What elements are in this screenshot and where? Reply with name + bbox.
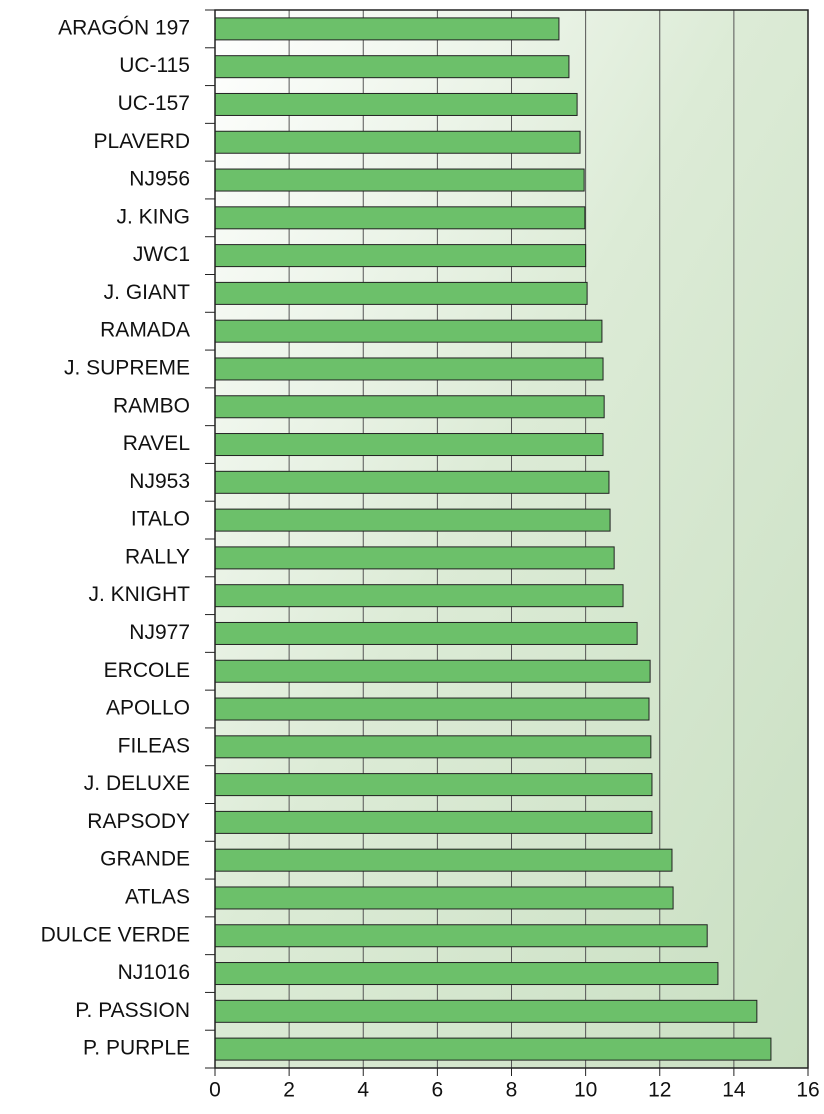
- plot-frame: [214, 9, 809, 1069]
- x-tick-label: 14: [722, 1079, 746, 1102]
- bar: [214, 244, 587, 268]
- y-tick-label: PLAVERD: [94, 130, 190, 153]
- y-tick-label: APOLLO: [106, 697, 190, 720]
- bar: [214, 697, 650, 721]
- x-tick-label: 12: [648, 1079, 671, 1102]
- bar: [214, 810, 653, 834]
- bar: [214, 773, 653, 797]
- bar: [214, 168, 585, 192]
- y-tick-label: UC-115: [119, 54, 190, 77]
- bar: [214, 659, 651, 683]
- y-tick-label: UC-157: [118, 92, 190, 115]
- bar: [214, 886, 674, 910]
- y-tick-label: RAMBO: [113, 394, 190, 417]
- y-tick-label: RALLY: [125, 545, 190, 568]
- y-tick-label: P. PASSION: [75, 999, 190, 1022]
- y-tick-label: RAVEL: [123, 432, 190, 455]
- y-tick-label: NJ1016: [118, 961, 190, 984]
- bar: [214, 206, 586, 230]
- y-tick-label: JWC1: [133, 243, 190, 266]
- bar: [214, 962, 719, 986]
- bar: [214, 508, 611, 532]
- x-tick-label: 16: [796, 1079, 819, 1102]
- y-tick-label: J. GIANT: [104, 281, 191, 304]
- bar: [214, 319, 603, 343]
- y-tick-label: NJ977: [129, 621, 190, 644]
- x-tick-label: 0: [209, 1079, 221, 1102]
- y-tick-label: ERCOLE: [104, 659, 190, 682]
- bar: [214, 395, 605, 419]
- bar: [214, 848, 673, 872]
- y-tick-label: J. KNIGHT: [88, 583, 190, 606]
- y-tick-label: FILEAS: [118, 734, 190, 757]
- bar: [214, 546, 615, 570]
- bar: [214, 924, 708, 948]
- y-tick-label: RAMADA: [100, 319, 190, 342]
- y-tick-label: P. PURPLE: [83, 1037, 190, 1060]
- y-tick-label: J. KING: [116, 205, 190, 228]
- y-tick-label: ARAGÓN 197: [58, 16, 190, 39]
- bar: [214, 357, 604, 381]
- bar: [214, 130, 581, 154]
- y-tick-label: NJ956: [129, 168, 190, 191]
- bar: [214, 735, 652, 759]
- y-tick-label: ATLAS: [125, 886, 190, 909]
- y-tick-label: ITALO: [131, 508, 190, 531]
- y-tick-label: NJ953: [129, 470, 190, 493]
- y-tick-label: J. DELUXE: [84, 772, 190, 795]
- bar: [214, 1037, 772, 1061]
- bar: [214, 999, 758, 1023]
- x-tick-label: 4: [357, 1079, 369, 1102]
- x-tick-label: 10: [574, 1079, 597, 1102]
- bar: [214, 55, 570, 79]
- x-tick-label: 6: [432, 1079, 444, 1102]
- y-tick-label: DULCE VERDE: [41, 923, 190, 946]
- bar: [214, 470, 610, 494]
- bar: [214, 281, 588, 305]
- x-tick-label: 8: [506, 1079, 518, 1102]
- bar: [214, 621, 638, 645]
- y-tick-label: J. SUPREME: [64, 357, 190, 380]
- bar: [214, 433, 604, 457]
- bar: [214, 584, 624, 608]
- bar: [214, 17, 560, 41]
- y-tick-label: GRANDE: [100, 848, 190, 871]
- x-tick-label: 2: [283, 1079, 295, 1102]
- y-tick-label: RAPSODY: [87, 810, 190, 833]
- bar: [214, 92, 578, 116]
